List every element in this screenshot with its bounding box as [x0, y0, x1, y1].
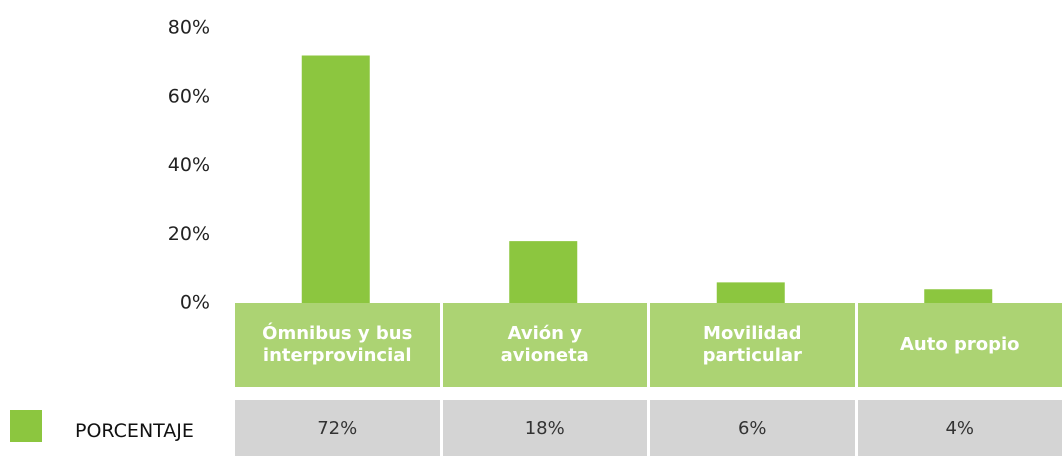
y-tick-label: 20% [168, 223, 210, 245]
y-tick-label: 80% [168, 17, 210, 39]
bar [924, 289, 993, 303]
y-tick-label: 40% [168, 154, 210, 176]
category-header: Movilidad particular [647, 303, 855, 387]
value-cell: 4% [854, 400, 1062, 456]
category-header: Ómnibus y bus interprovincial [232, 303, 440, 387]
category-header: Avión y avioneta [439, 303, 647, 387]
bar [301, 55, 370, 303]
value-cell: 6% [647, 400, 855, 456]
category-header: Auto propio [854, 303, 1062, 387]
bar [716, 282, 785, 303]
y-tick-label: 60% [168, 85, 210, 107]
legend-swatch [10, 410, 42, 442]
legend-label: PORCENTAJE [75, 420, 194, 442]
value-cell: 72% [232, 400, 440, 456]
bar [509, 241, 578, 303]
y-tick-label: 0% [180, 292, 210, 314]
value-cell: 18% [439, 400, 647, 456]
